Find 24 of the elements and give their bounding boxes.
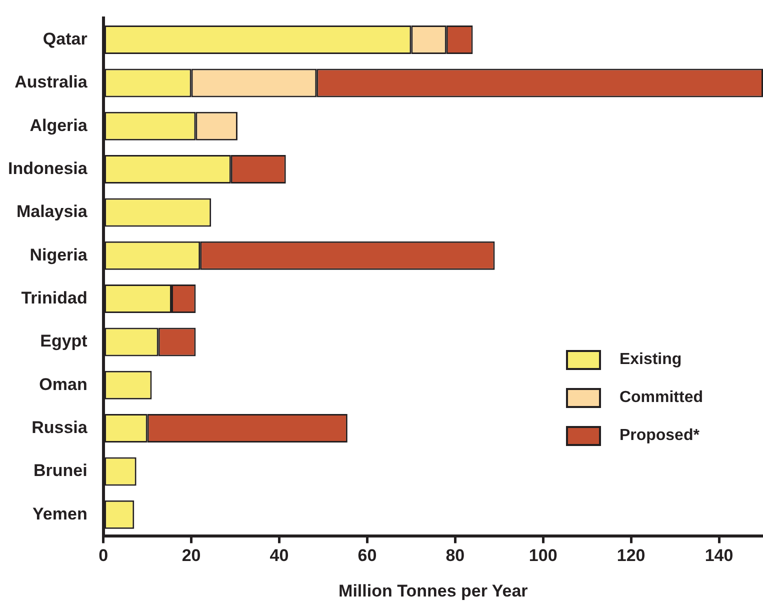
legend-label: Committed: [619, 389, 703, 407]
y-tick-label: Brunei: [34, 461, 88, 480]
y-tick-label: Qatar: [42, 29, 88, 48]
x-tick-label: 120: [616, 546, 646, 566]
y-tick-label: Australia: [14, 72, 88, 92]
y-tick-label: Malaysia: [16, 202, 88, 222]
y-tick-label: Egypt: [40, 332, 88, 351]
y-tick-label: Russia: [32, 418, 88, 437]
x-tick-label: 40: [270, 546, 289, 566]
y-tick-label: Trinidad: [21, 288, 88, 308]
y-tick-label: Indonesia: [8, 158, 88, 178]
x-axis-title: Million Tonnes per Year: [338, 581, 528, 600]
legend-label: Existing: [619, 351, 682, 369]
x-tick-label: 20: [182, 546, 201, 566]
x-tick-label: 0: [98, 546, 108, 566]
x-tick-label: 100: [528, 546, 558, 566]
y-tick-label: Nigeria: [30, 245, 88, 264]
x-tick-label: 80: [446, 546, 465, 566]
legend-label: Proposed*: [619, 427, 700, 445]
x-tick-label: 60: [358, 546, 377, 566]
y-tick-label: Oman: [39, 374, 88, 394]
x-tick-label: 140: [704, 546, 734, 566]
y-tick-label: Yemen: [32, 504, 88, 524]
y-tick-label: Algeria: [30, 116, 88, 135]
